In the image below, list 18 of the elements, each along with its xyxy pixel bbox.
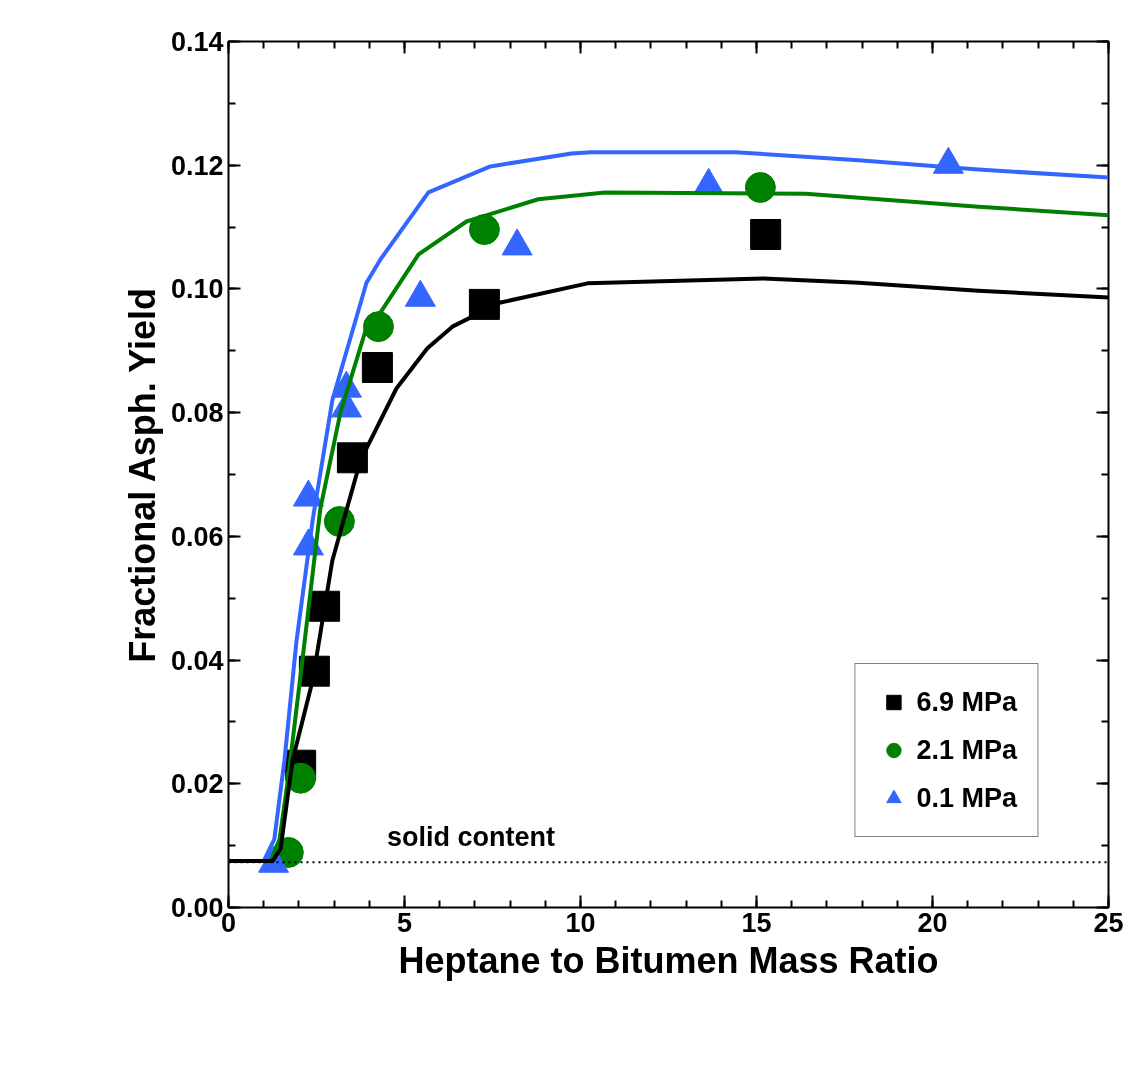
legend-label: 2.1 MPa — [916, 734, 1017, 766]
legend-label: 0.1 MPa — [916, 782, 1017, 814]
x-tick-label: 20 — [917, 907, 948, 938]
y-tick-label: 0.08 — [170, 398, 224, 429]
x-tick-label: 15 — [741, 907, 772, 938]
ref-line-label: solid content — [386, 822, 555, 853]
y-tick-label: 0.06 — [170, 521, 224, 552]
y-tick-label: 0.14 — [170, 27, 224, 57]
y-tick-label: 0.04 — [170, 645, 224, 676]
legend-label: 6.9 MPa — [916, 686, 1017, 718]
x-tick-label: 5 — [396, 907, 413, 938]
y-tick-label: 0.02 — [170, 769, 224, 800]
x-tick-label: 10 — [565, 907, 596, 938]
x-tick-label: 25 — [1093, 907, 1124, 938]
y-axis-title: Fractional Asph. Yield — [121, 288, 163, 663]
x-axis-title: Heptane to Bitumen Mass Ratio — [398, 939, 939, 981]
y-tick-label: 0.12 — [170, 150, 224, 181]
y-tick-label: 0.10 — [170, 274, 224, 305]
